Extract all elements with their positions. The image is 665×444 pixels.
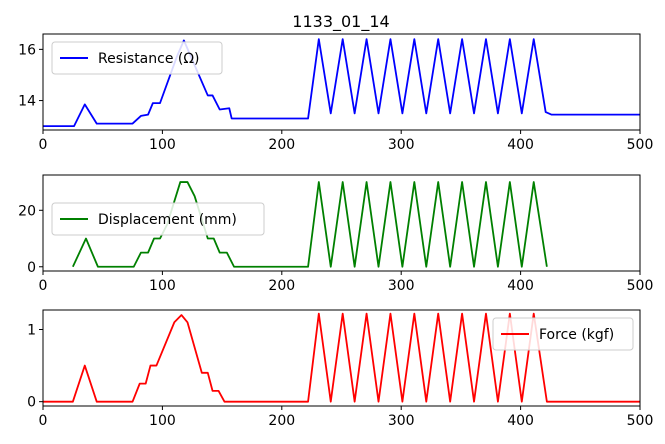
figure-title: 1133_01_14 — [292, 12, 389, 32]
displacement-axes-frame — [42, 174, 641, 272]
displacement-legend-box — [51, 202, 265, 236]
displacement-y-tick-label: 20 — [18, 203, 36, 219]
force-x-tick-label: 0 — [39, 413, 48, 429]
force-legend: Force (kgf) — [492, 317, 634, 351]
force-x-tick-label: 500 — [627, 413, 654, 429]
force-panel: 0 100 200 300 400 500 0 1 Force (kgf) — [27, 309, 654, 429]
resistance-series-line — [43, 38, 640, 128]
force-x-tick-label: 200 — [268, 413, 295, 429]
resistance-legend: Resistance (Ω) — [51, 41, 223, 75]
displacement-x-tick-label: 500 — [627, 278, 654, 294]
resistance-axes-frame — [42, 33, 641, 131]
displacement-y-tick-label: 0 — [27, 260, 36, 276]
displacement-series-line — [72, 181, 548, 268]
displacement-x-tick-label: 300 — [388, 278, 415, 294]
force-axes-frame — [42, 309, 641, 407]
force-x-tick-label: 400 — [507, 413, 534, 429]
displacement-x-tick-label: 100 — [149, 278, 176, 294]
resistance-x-tick-label: 500 — [627, 137, 654, 153]
displacement-x-tick-label: 400 — [507, 278, 534, 294]
resistance-x-tick-label: 0 — [39, 137, 48, 153]
displacement-x-tick-label: 0 — [39, 278, 48, 294]
resistance-x-tick-label: 200 — [268, 137, 295, 153]
displacement-x-tick-label: 200 — [268, 278, 295, 294]
resistance-x-tick-label: 300 — [388, 137, 415, 153]
resistance-x-tick-label: 400 — [507, 137, 534, 153]
displacement-legend: Displacement (mm) — [51, 202, 265, 236]
resistance-panel: 0 100 200 300 400 500 14 16 Resistance (Ω) — [18, 33, 654, 153]
force-legend-label: Force (kgf) — [539, 327, 614, 343]
force-legend-box — [492, 317, 634, 351]
displacement-panel: 0 100 200 300 400 500 0 20 Displacement (mm) — [18, 174, 654, 294]
resistance-legend-box — [51, 41, 223, 75]
resistance-y-tick-label: 14 — [18, 94, 36, 110]
force-x-tick-label: 300 — [388, 413, 415, 429]
resistance-y-tick-label: 16 — [18, 42, 36, 58]
force-y-tick-label: 1 — [27, 322, 36, 338]
resistance-x-tick-label: 100 — [149, 137, 176, 153]
force-x-tick-label: 100 — [149, 413, 176, 429]
force-y-tick-label: 0 — [27, 395, 36, 411]
force-series-line — [43, 312, 640, 403]
displacement-legend-label: Displacement (mm) — [98, 212, 237, 228]
resistance-legend-label: Resistance (Ω) — [98, 51, 200, 67]
